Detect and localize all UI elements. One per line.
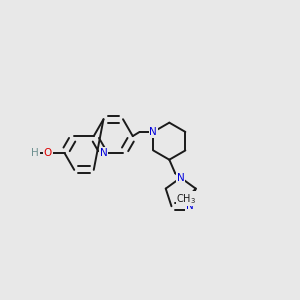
Text: N: N bbox=[177, 173, 184, 183]
Text: N: N bbox=[149, 127, 157, 137]
Text: CH$_3$: CH$_3$ bbox=[176, 192, 196, 206]
Text: O: O bbox=[44, 148, 52, 158]
Text: N: N bbox=[186, 201, 194, 211]
Text: N: N bbox=[100, 148, 107, 158]
Text: H: H bbox=[32, 148, 39, 158]
